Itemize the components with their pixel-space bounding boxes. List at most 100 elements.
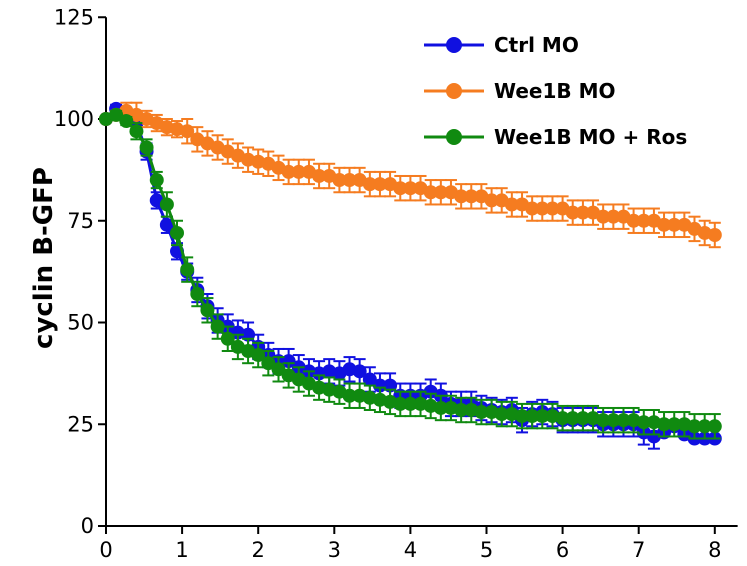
data-point bbox=[220, 331, 235, 346]
data-point bbox=[474, 405, 489, 420]
data-point bbox=[190, 287, 205, 302]
data-point bbox=[149, 173, 164, 188]
data-point bbox=[657, 417, 672, 432]
data-point bbox=[555, 411, 570, 426]
data-point bbox=[687, 419, 702, 434]
data-point bbox=[525, 409, 540, 424]
series-2 bbox=[99, 107, 722, 440]
data-point bbox=[565, 205, 580, 220]
data-point bbox=[312, 168, 327, 183]
legend-item-2: Wee1B MO + Ros bbox=[424, 125, 687, 149]
y-tick-label: 125 bbox=[54, 5, 94, 29]
data-point bbox=[657, 217, 672, 232]
data-point bbox=[525, 201, 540, 216]
data-point bbox=[342, 173, 357, 188]
data-point bbox=[596, 209, 611, 224]
data-point bbox=[139, 140, 154, 155]
data-point bbox=[352, 364, 367, 379]
x-tick-label: 7 bbox=[632, 538, 645, 562]
data-point bbox=[707, 419, 722, 434]
data-point bbox=[636, 213, 651, 228]
data-point bbox=[606, 209, 621, 224]
data-point bbox=[180, 262, 195, 277]
data-point bbox=[251, 348, 266, 363]
data-point bbox=[170, 225, 185, 240]
data-point bbox=[636, 415, 651, 430]
data-point bbox=[667, 417, 682, 432]
data-point bbox=[403, 181, 418, 196]
x-tick-label: 6 bbox=[556, 538, 569, 562]
x-tick-label: 3 bbox=[328, 538, 341, 562]
data-point bbox=[210, 319, 225, 334]
legend-marker bbox=[446, 129, 462, 145]
data-point bbox=[119, 114, 134, 129]
data-point bbox=[159, 217, 174, 232]
data-point bbox=[281, 354, 296, 369]
series-line bbox=[105, 113, 715, 428]
data-point bbox=[433, 400, 448, 415]
y-tick-label: 100 bbox=[54, 107, 94, 131]
data-point bbox=[464, 189, 479, 204]
data-point bbox=[707, 227, 722, 242]
y-tick-label: 50 bbox=[67, 311, 94, 335]
y-tick-label: 75 bbox=[67, 209, 94, 233]
data-point bbox=[271, 362, 286, 377]
legend-item-0: Ctrl MO bbox=[424, 33, 579, 57]
data-point bbox=[332, 173, 347, 188]
data-point bbox=[362, 177, 377, 192]
y-axis-title: cyclin B-GFP bbox=[29, 167, 59, 349]
data-point bbox=[159, 197, 174, 212]
legend-marker bbox=[446, 83, 462, 99]
data-point bbox=[667, 217, 682, 232]
data-point bbox=[342, 388, 357, 403]
data-point bbox=[616, 413, 631, 428]
legend-item-1: Wee1B MO bbox=[424, 79, 616, 103]
data-point bbox=[109, 107, 124, 122]
axes: 0 1 2 3 4 5 6 7 8 0 25 50 75 100 125 bbox=[54, 5, 738, 562]
data-point bbox=[393, 396, 408, 411]
data-point bbox=[697, 419, 712, 434]
legend-label: Wee1B MO + Ros bbox=[494, 125, 687, 149]
legend-label: Wee1B MO bbox=[494, 79, 616, 103]
data-point bbox=[535, 409, 550, 424]
data-point bbox=[372, 177, 387, 192]
data-point bbox=[200, 303, 215, 318]
x-tick-label: 4 bbox=[404, 538, 417, 562]
x-tick-label: 8 bbox=[708, 538, 721, 562]
data-point bbox=[180, 124, 195, 139]
data-point bbox=[596, 413, 611, 428]
data-point bbox=[575, 205, 590, 220]
data-point bbox=[393, 181, 408, 196]
legend-label: Ctrl MO bbox=[494, 33, 579, 57]
data-point bbox=[515, 409, 530, 424]
legend: Ctrl MO Wee1B MO Wee1B MO + Ros bbox=[424, 33, 687, 149]
legend-marker bbox=[446, 37, 462, 53]
data-point bbox=[545, 201, 560, 216]
y-tick-label: 0 bbox=[81, 514, 94, 538]
series-layer bbox=[99, 101, 722, 450]
data-point bbox=[454, 189, 469, 204]
x-tick-label: 2 bbox=[252, 538, 265, 562]
data-point bbox=[606, 413, 621, 428]
data-point bbox=[484, 193, 499, 208]
data-point bbox=[403, 396, 418, 411]
data-point bbox=[494, 407, 509, 422]
data-point bbox=[372, 378, 387, 393]
data-point bbox=[261, 356, 276, 371]
data-point bbox=[565, 411, 580, 426]
data-point bbox=[575, 411, 590, 426]
data-point bbox=[281, 164, 296, 179]
data-point bbox=[626, 213, 641, 228]
data-point bbox=[291, 164, 306, 179]
data-point bbox=[423, 185, 438, 200]
data-point bbox=[504, 197, 519, 212]
data-point bbox=[433, 185, 448, 200]
x-tick-label: 5 bbox=[480, 538, 493, 562]
data-point bbox=[535, 201, 550, 216]
y-tick-label: 25 bbox=[67, 412, 94, 436]
data-point bbox=[454, 403, 469, 418]
x-tick-label: 0 bbox=[99, 538, 112, 562]
data-point bbox=[362, 372, 377, 387]
data-point bbox=[129, 124, 144, 139]
